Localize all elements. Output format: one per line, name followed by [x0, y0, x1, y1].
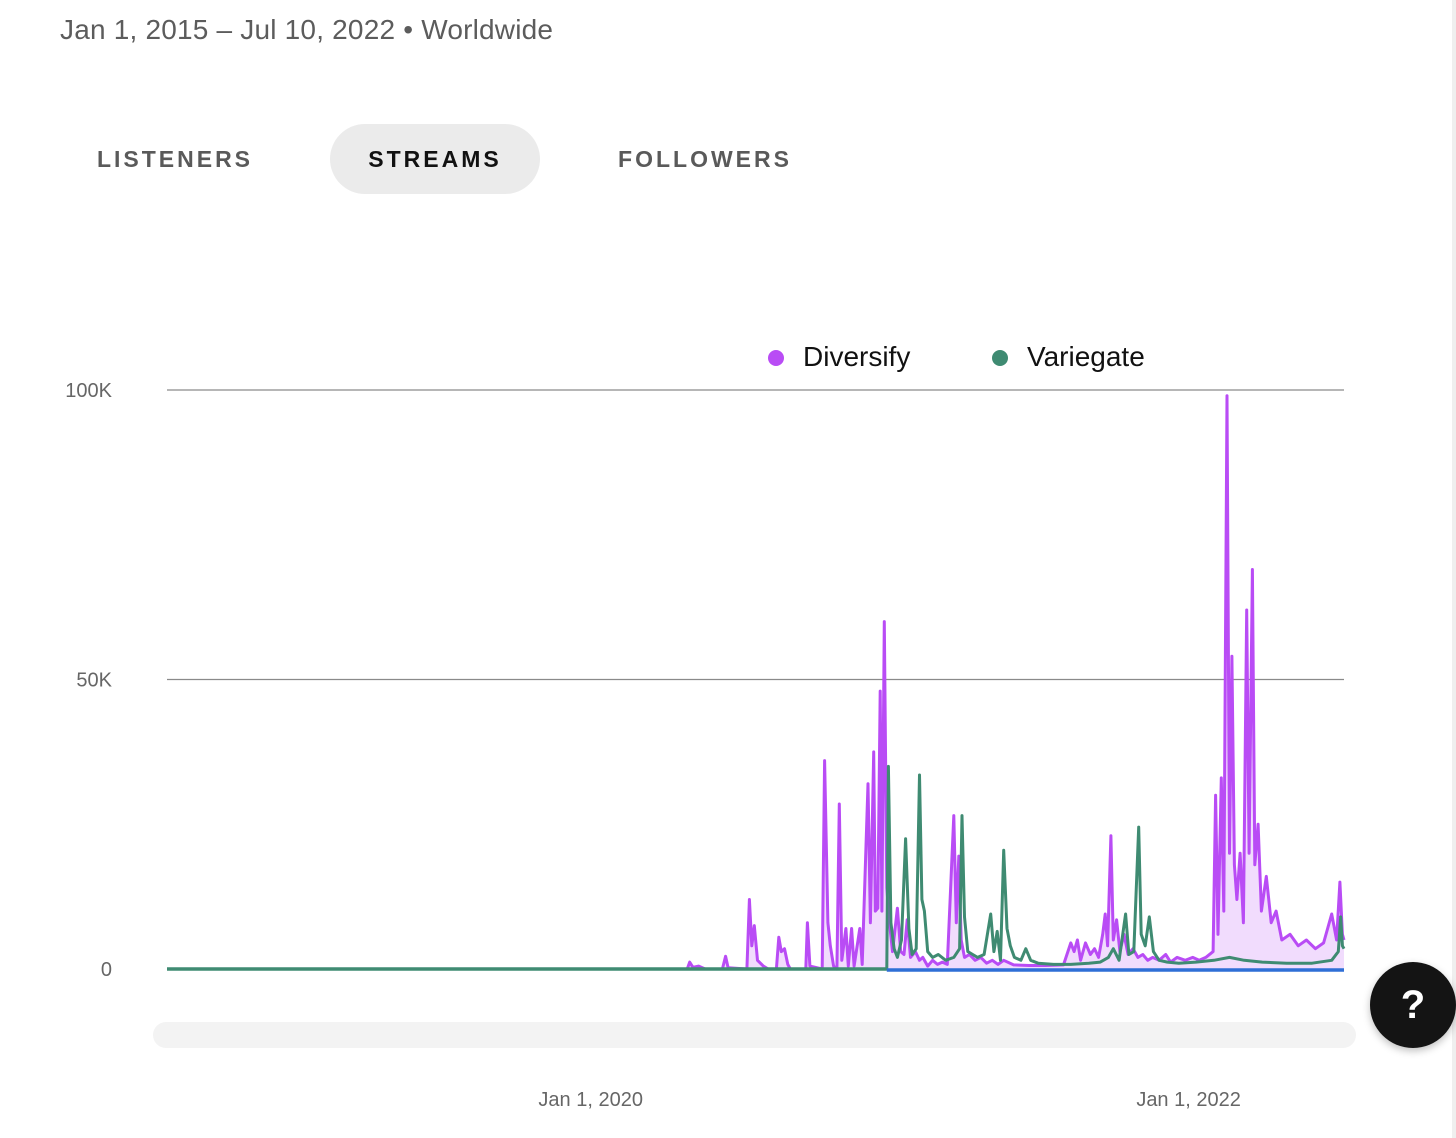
series-line-diversify	[167, 394, 1346, 971]
y-tick-label: 100K	[65, 380, 112, 402]
page-edge	[1452, 0, 1456, 1138]
series-line-variegate	[167, 764, 1346, 971]
legend-marker-variegate	[992, 350, 1008, 366]
date-range-label: Jan 1, 2015 – Jul 10, 2022 • Worldwide	[60, 14, 554, 45]
x-tick-label: Jan 1, 2020	[538, 1089, 643, 1111]
series-area-diversify	[167, 395, 1344, 969]
x-tick-label: Jan 1, 2022	[1136, 1089, 1241, 1111]
streams-chart: 0 50K 100K Diversify Variegate Jan 1, 2020 Jan…	[65, 341, 1356, 1111]
tab-streams[interactable]: STREAMS	[330, 124, 540, 194]
legend-label-variegate: Variegate	[1027, 341, 1145, 372]
chart-scrollbar	[153, 1022, 1356, 1048]
y-tick-label: 0	[101, 959, 112, 981]
legend-marker-diversify	[768, 350, 784, 366]
tab-listeners[interactable]: LISTENERS	[96, 146, 254, 172]
y-tick-label: 50K	[76, 670, 112, 692]
help-button[interactable]: ?	[1370, 962, 1456, 1048]
tab-followers[interactable]: FOLLOWERS	[618, 146, 792, 172]
legend-label-diversify: Diversify	[803, 341, 910, 372]
